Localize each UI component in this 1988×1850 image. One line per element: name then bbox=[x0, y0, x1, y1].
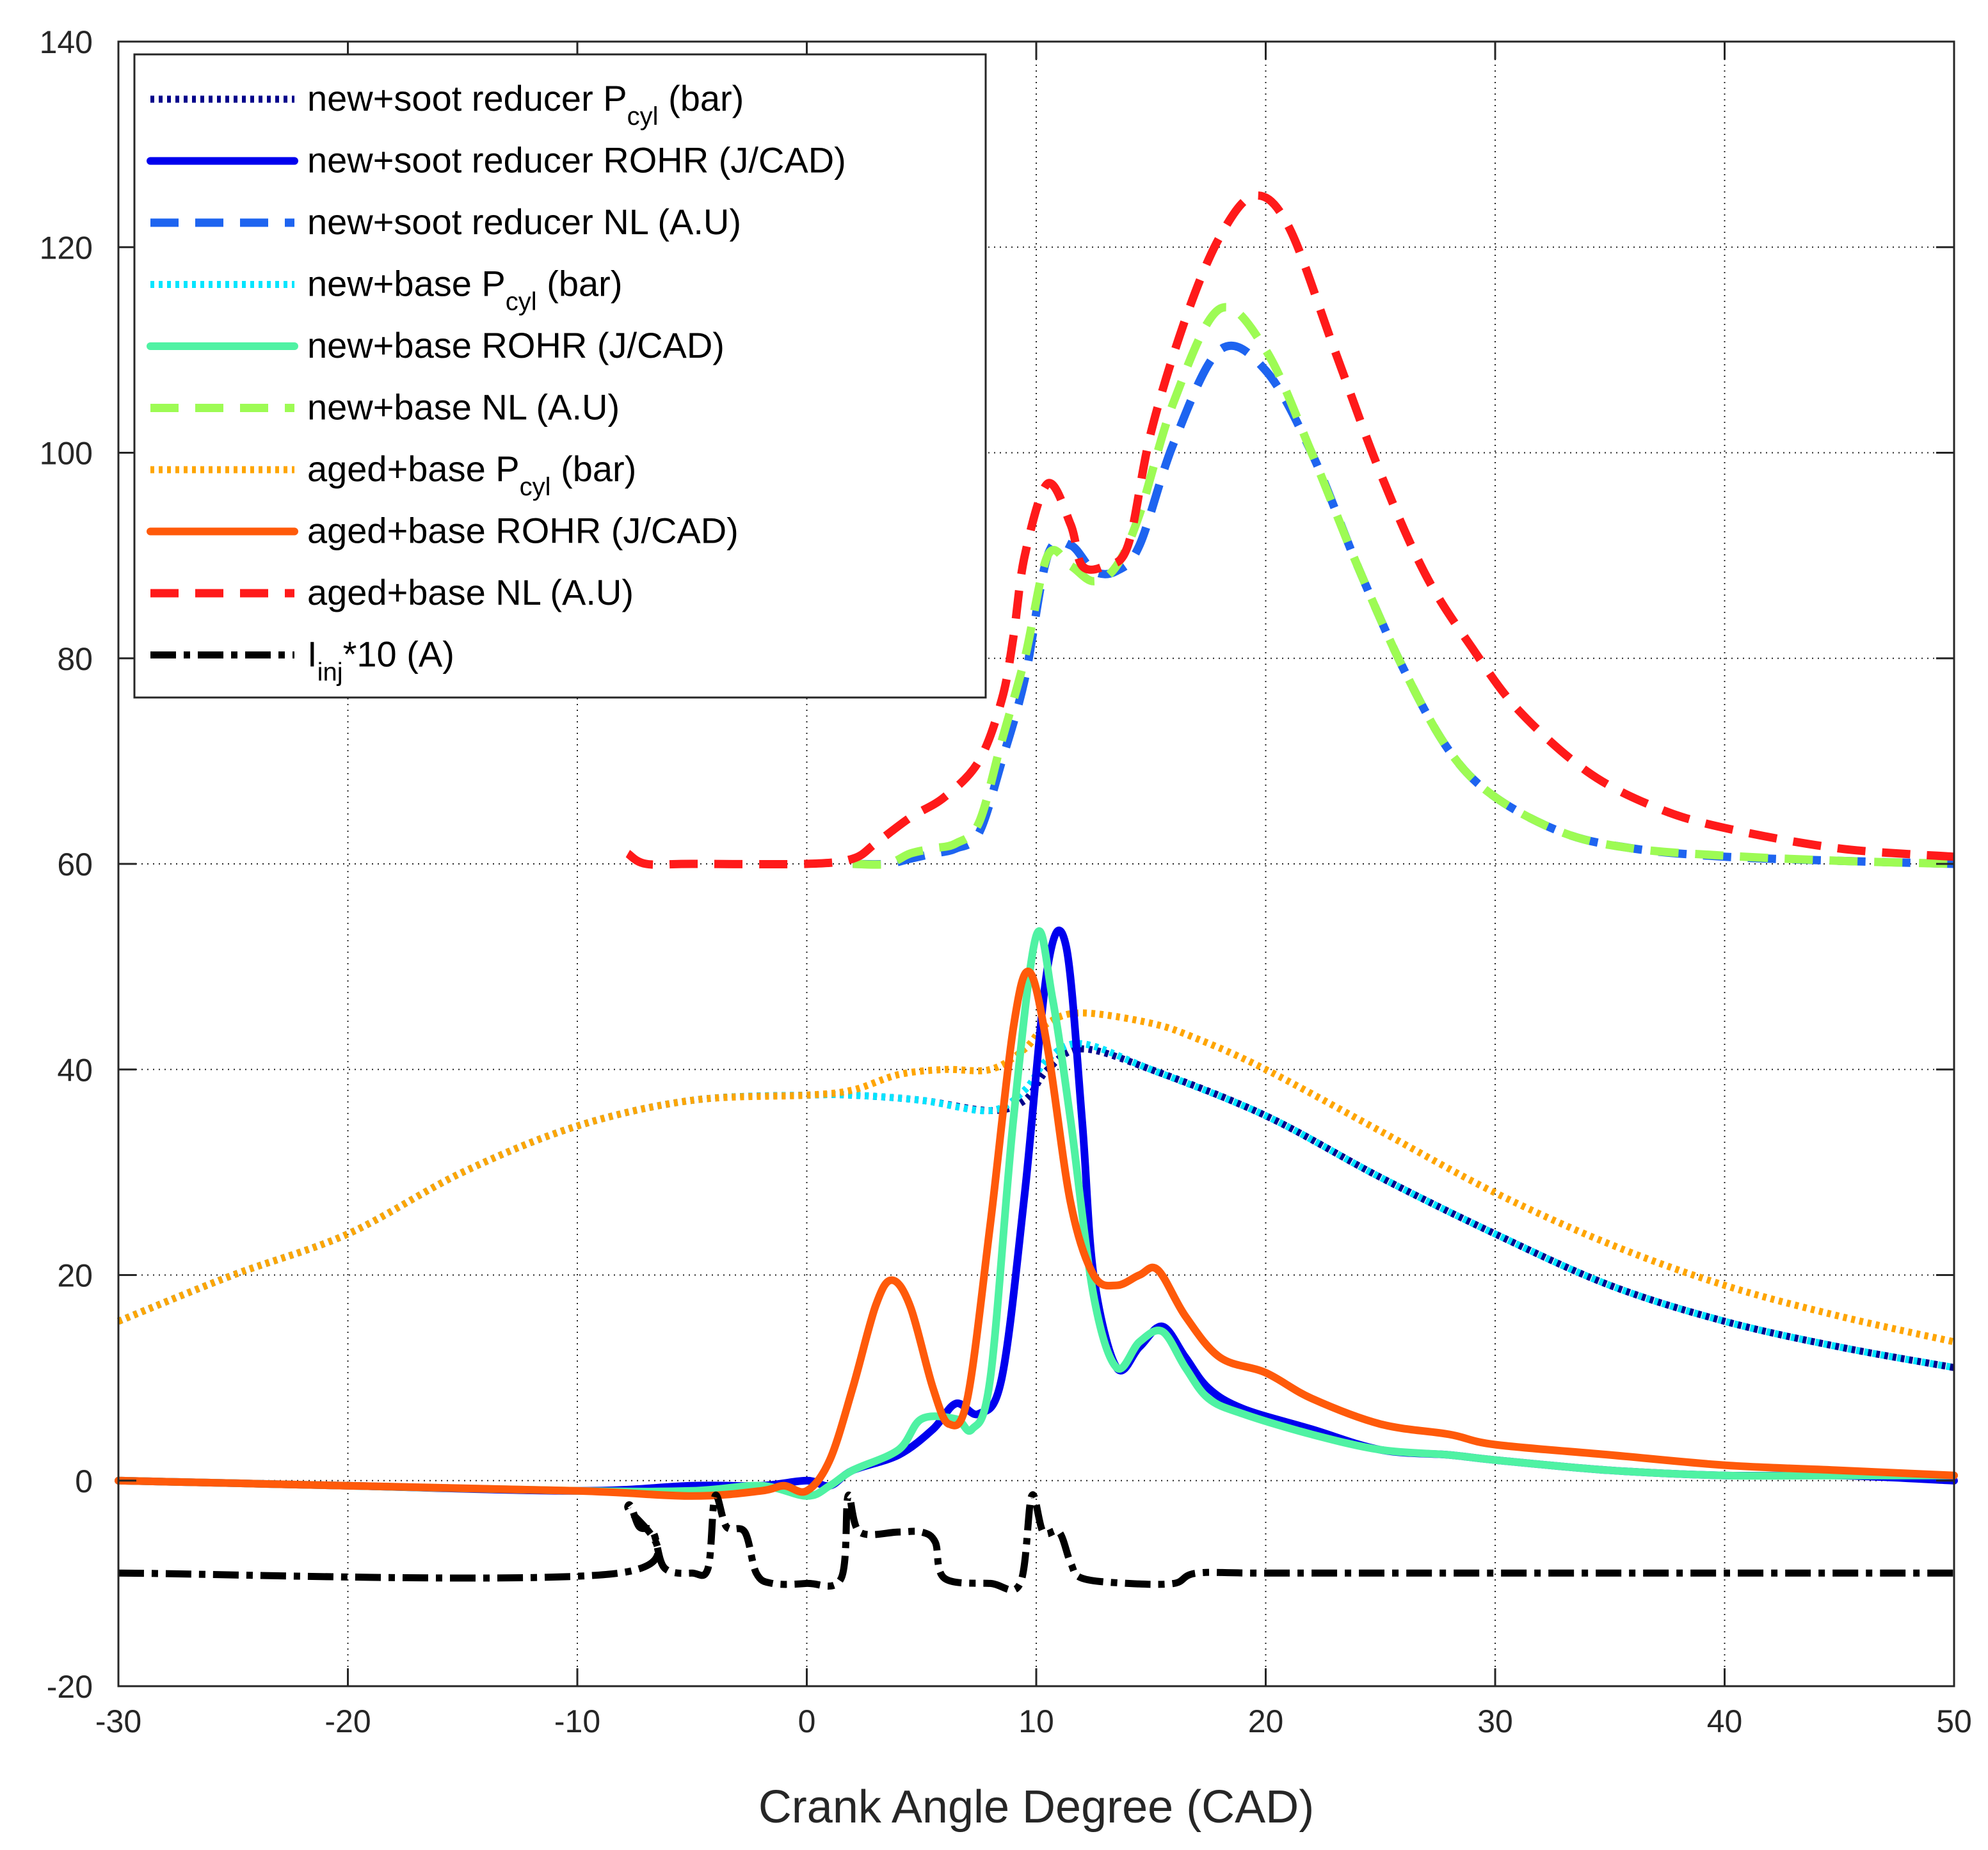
series-group bbox=[115, 191, 1958, 1594]
legend-label-main: new+soot reducer NL (A.U) bbox=[307, 202, 741, 242]
series-line-9 bbox=[118, 1491, 1954, 1594]
x-axis-label: Crank Angle Degree (CAD) bbox=[758, 1782, 1314, 1833]
x-tick-label: 40 bbox=[1707, 1703, 1743, 1739]
legend-label-main: new+soot reducer ROHR (J/CAD) bbox=[307, 140, 846, 180]
legend-label-8: aged+base NL (A.U) bbox=[307, 572, 634, 612]
legend: new+soot reducer Pcyl (bar)new+soot redu… bbox=[133, 53, 987, 699]
y-tick-label: 60 bbox=[57, 847, 93, 882]
x-tick-label: 50 bbox=[1936, 1703, 1972, 1739]
legend-label-subscript: inj bbox=[317, 658, 343, 687]
legend-label-main: I bbox=[307, 634, 317, 674]
x-tick-label: 20 bbox=[1248, 1703, 1284, 1739]
legend-label-tail: (bar) bbox=[551, 449, 637, 489]
y-tick-label: 80 bbox=[57, 641, 93, 677]
series-line-4 bbox=[115, 927, 1958, 1500]
legend-label-tail: *10 (A) bbox=[343, 634, 454, 674]
legend-label-5: new+base NL (A.U) bbox=[307, 387, 620, 427]
legend-label-subscript: cyl bbox=[627, 102, 659, 131]
series-line-7 bbox=[115, 968, 1958, 1500]
y-tick-label: 20 bbox=[57, 1258, 93, 1294]
legend-label-tail: (bar) bbox=[537, 264, 623, 304]
legend-label-main: aged+base P bbox=[307, 449, 520, 489]
y-tick-label: 100 bbox=[40, 436, 93, 472]
legend-label-1: new+soot reducer ROHR (J/CAD) bbox=[307, 140, 846, 180]
legend-label-subscript: cyl bbox=[520, 473, 551, 501]
y-tick-label: 0 bbox=[75, 1463, 93, 1499]
legend-label-4: new+base ROHR (J/CAD) bbox=[307, 325, 725, 365]
legend-label-7: aged+base ROHR (J/CAD) bbox=[307, 511, 739, 551]
x-tick-label: -10 bbox=[554, 1703, 600, 1739]
ticks: -30 -20 -10 0 10 20 30 40 50-2002040608010012014… bbox=[40, 24, 1972, 1739]
series-line-6 bbox=[116, 1009, 1955, 1346]
x-tick-label: 0 bbox=[798, 1703, 816, 1739]
y-tick-label: 120 bbox=[40, 230, 93, 266]
x-tick-label: -20 bbox=[325, 1703, 371, 1739]
legend-label-main: new+base P bbox=[307, 264, 506, 304]
legend-label-0: new+soot reducer Pcyl (bar) bbox=[307, 78, 744, 131]
legend-label-9: Iinj*10 (A) bbox=[307, 634, 454, 687]
y-tick-label: -20 bbox=[47, 1669, 93, 1705]
y-tick-label: 40 bbox=[57, 1052, 93, 1088]
x-tick-label: 30 bbox=[1477, 1703, 1513, 1739]
legend-label-main: aged+base ROHR (J/CAD) bbox=[307, 511, 739, 551]
legend-label-6: aged+base Pcyl (bar) bbox=[307, 449, 636, 501]
legend-label-tail: (bar) bbox=[659, 78, 744, 118]
x-tick-label: -30 bbox=[95, 1703, 141, 1739]
legend-label-3: new+base Pcyl (bar) bbox=[307, 264, 622, 316]
legend-label-main: aged+base NL (A.U) bbox=[307, 572, 634, 612]
series-line-8 bbox=[625, 191, 1955, 869]
y-tick-label: 140 bbox=[40, 24, 93, 60]
legend-label-main: new+base ROHR (J/CAD) bbox=[307, 325, 725, 365]
legend-label-2: new+soot reducer NL (A.U) bbox=[307, 202, 741, 242]
legend-label-main: new+soot reducer P bbox=[307, 78, 627, 118]
series-line-5 bbox=[853, 303, 1955, 869]
legend-label-subscript: cyl bbox=[506, 288, 537, 316]
legend-label-main: new+base NL (A.U) bbox=[307, 387, 620, 427]
x-tick-label: 10 bbox=[1018, 1703, 1054, 1739]
